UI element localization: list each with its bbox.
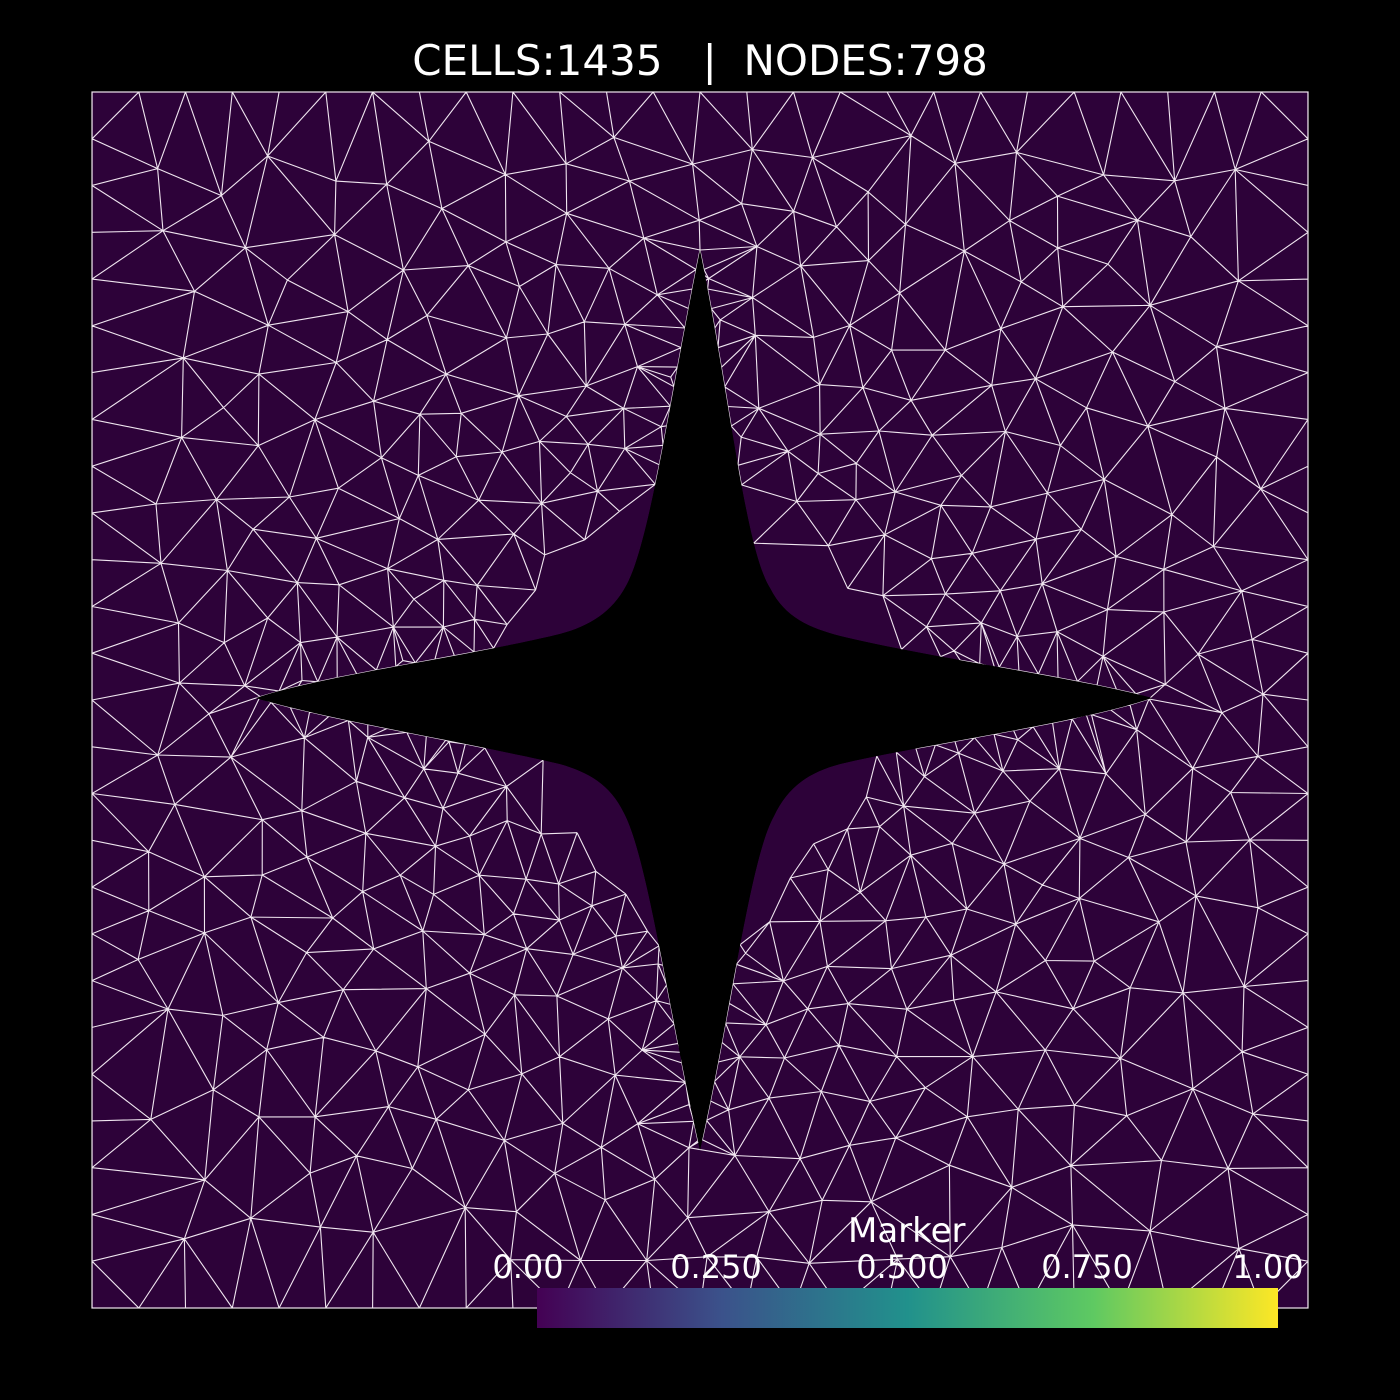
colorbar-gradient [537,1288,1278,1328]
colorbar-tick-label: 0.250 [670,1248,762,1286]
colorbar-tick-label: 0.500 [856,1248,948,1286]
mesh-stats-title: CELLS:1435 | NODES:798 [412,36,988,85]
mesh-edges [92,92,1308,1308]
colorbar-title: Marker [848,1211,966,1251]
colorbar-tick-label: 0.00 [492,1248,564,1286]
star-hole-boundary [256,250,1152,1150]
colorbar-tick-label: 1.00 [1232,1248,1304,1286]
colorbar-tick-label: 0.750 [1041,1248,1133,1286]
mesh-domain [92,92,1308,1308]
mesh-edge-lines [92,92,1308,1308]
